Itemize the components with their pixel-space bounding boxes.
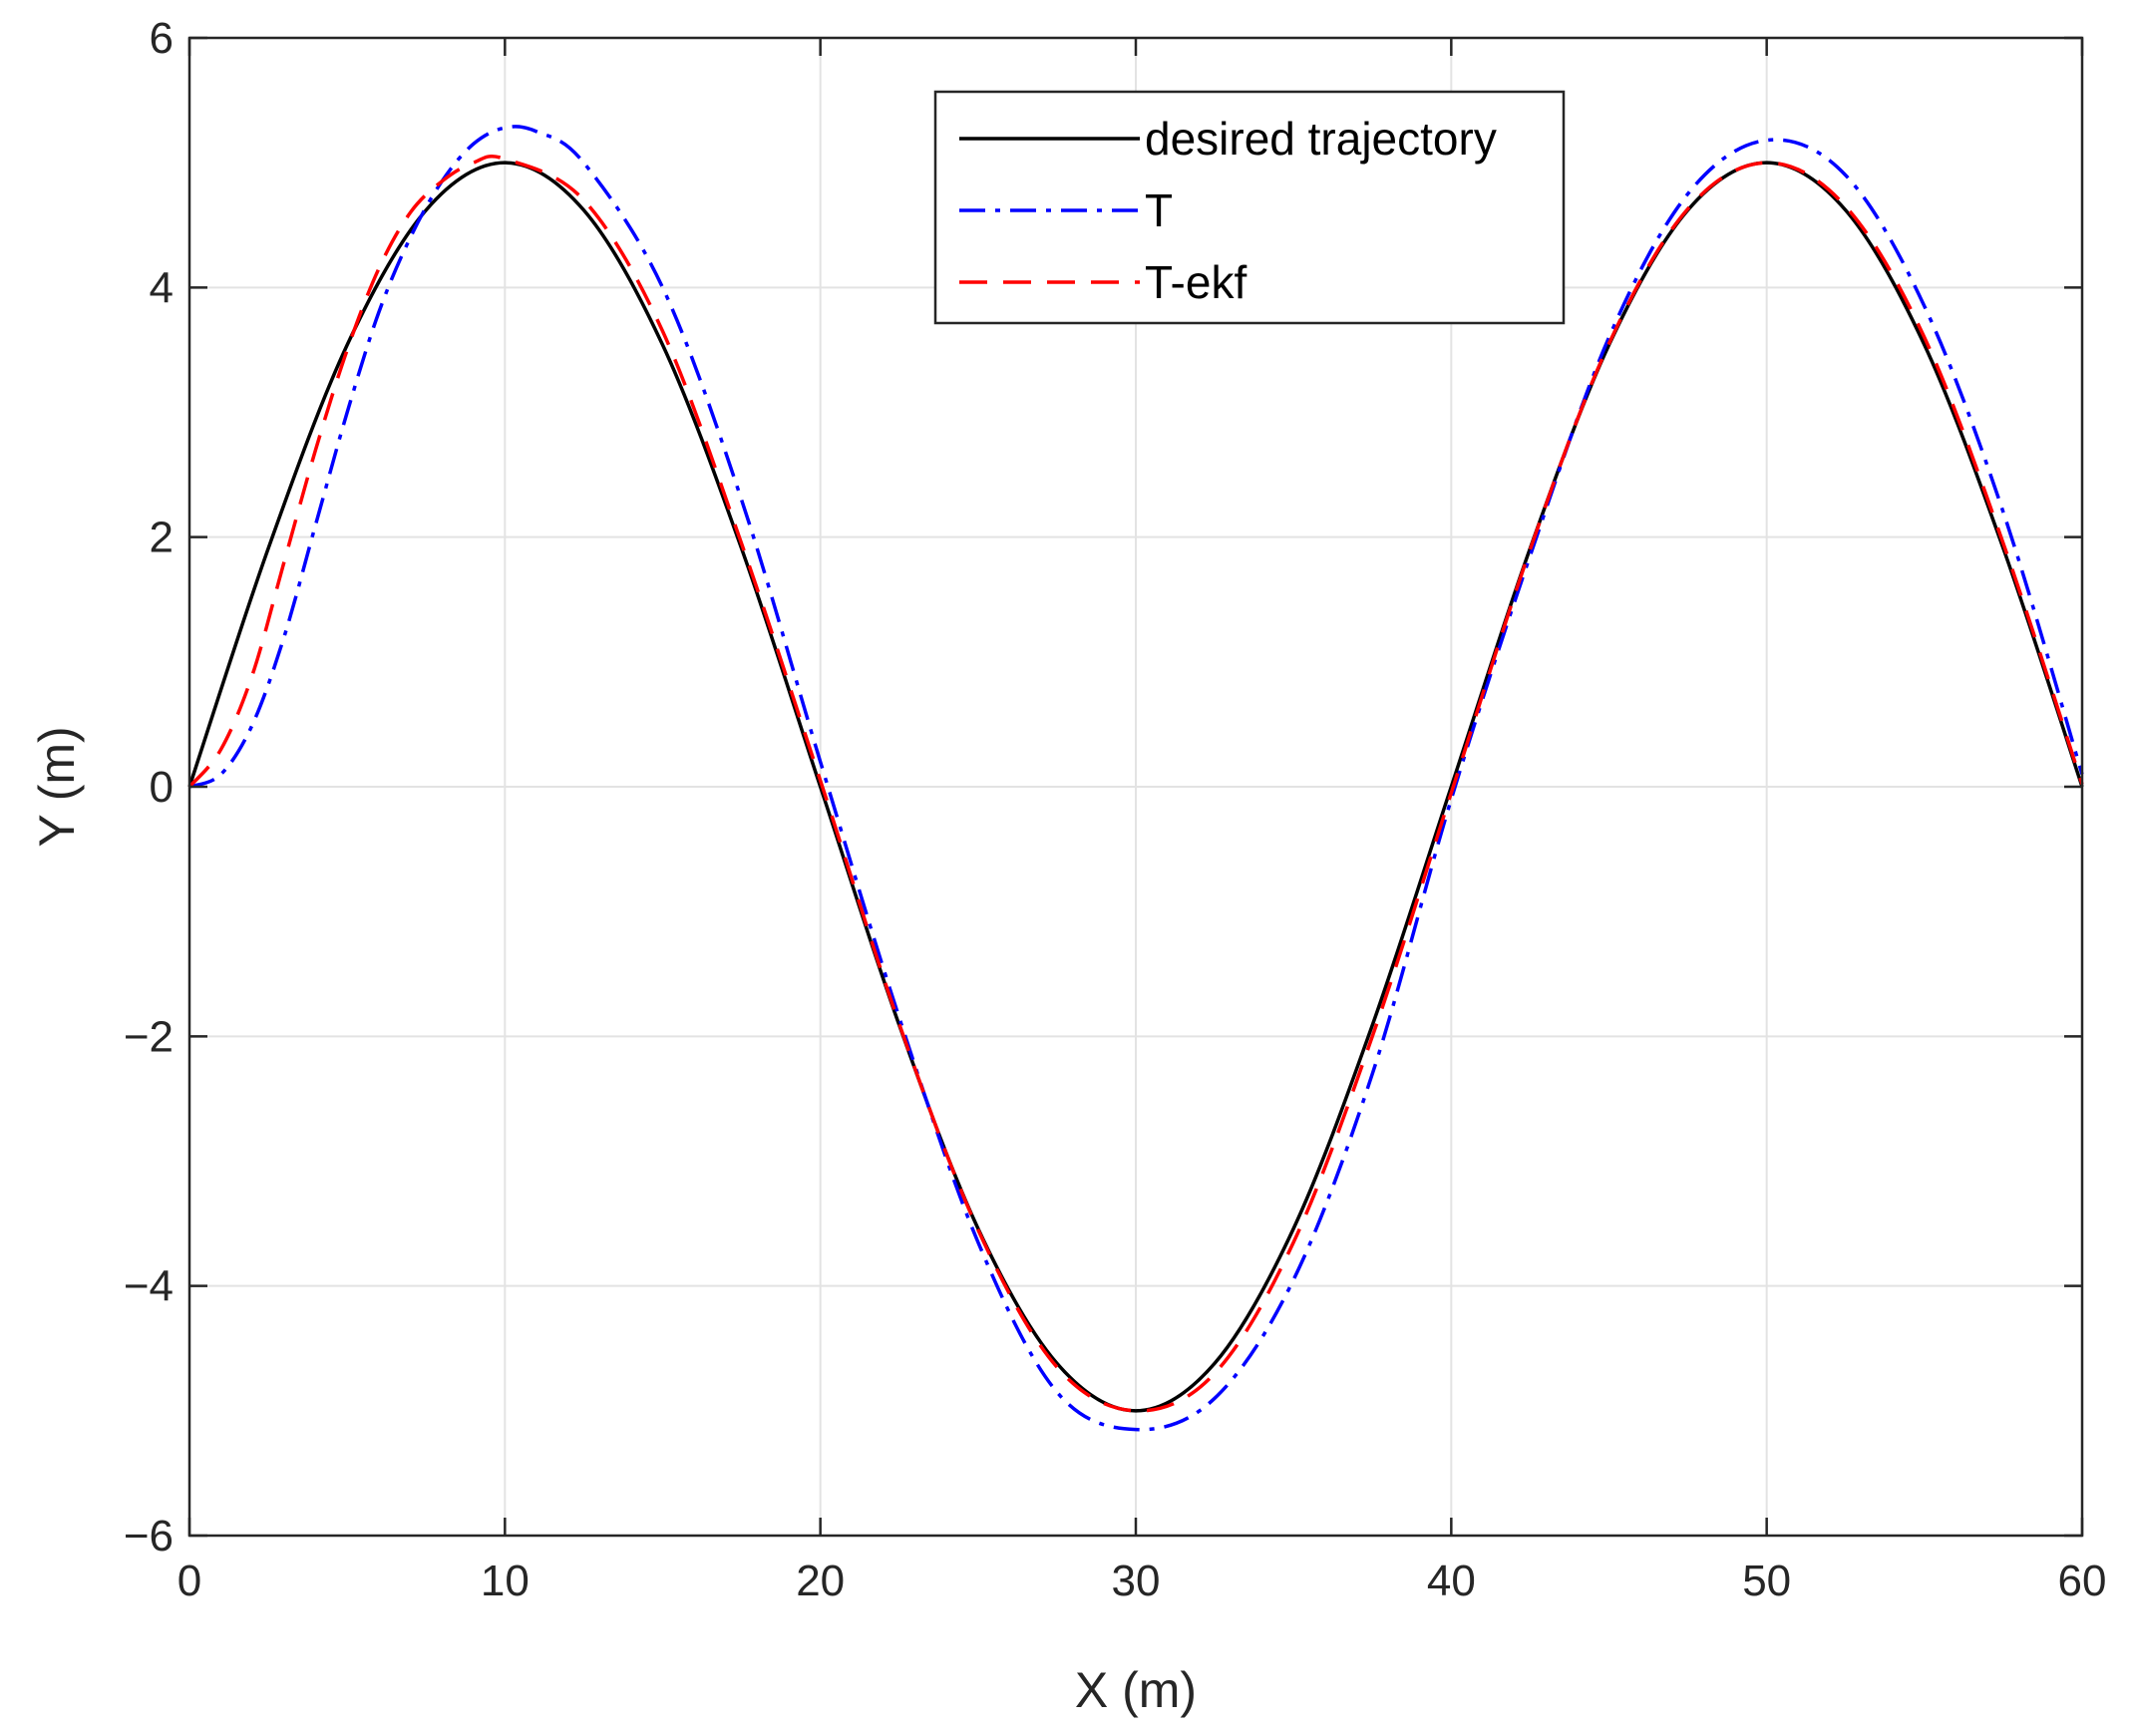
x-tick-label: 60	[2058, 1557, 2107, 1605]
x-tick-label: 0	[178, 1557, 201, 1605]
x-tick-label: 10	[481, 1557, 530, 1605]
y-tick-label: −4	[124, 1262, 174, 1311]
series-line-desired-trajectory	[187, 161, 2084, 1413]
y-tick-label: −2	[124, 1012, 174, 1061]
x-tick-labels: 0 10 20 30 40 50 60	[178, 1557, 2107, 1605]
y-tick-labels: −6 −4 −2 0 2 4 6	[124, 14, 174, 1561]
legend-box	[933, 90, 1566, 325]
x-tick-label: 30	[1112, 1557, 1161, 1605]
y-axis-label: Y (m)	[29, 726, 85, 847]
y-tick-label: −6	[124, 1512, 174, 1561]
series-line-t	[188, 125, 2084, 1432]
x-tick-label: 40	[1427, 1557, 1476, 1605]
legend-label-t-ekf: T-ekf	[1145, 256, 1246, 308]
x-axis-label: X (m)	[1075, 1662, 1197, 1718]
y-tick-label: 6	[150, 14, 174, 63]
x-tick-label: 20	[796, 1557, 845, 1605]
legend-label-t: T	[1145, 184, 1173, 236]
legend: desired trajectory T T-ekf	[933, 90, 1566, 325]
x-tick-label: 50	[1742, 1557, 1791, 1605]
y-tick-label: 0	[150, 763, 174, 812]
series-line-t-ekf	[187, 155, 2084, 1413]
tick-marks	[187, 36, 2084, 1538]
legend-label-desired-trajectory: desired trajectory	[1145, 113, 1497, 165]
y-tick-label: 2	[150, 514, 174, 562]
y-tick-label: 4	[150, 263, 174, 312]
series-layer	[187, 125, 2084, 1432]
